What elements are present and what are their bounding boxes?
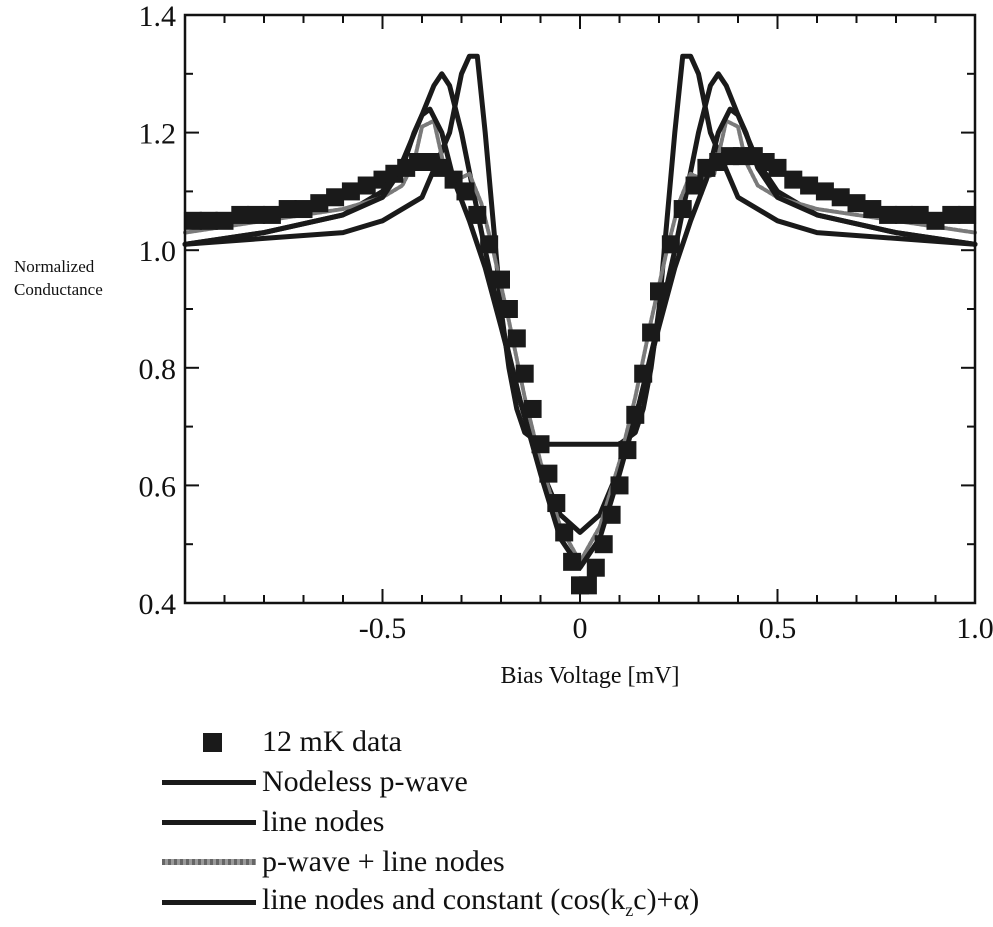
data-point (278, 200, 297, 219)
data-point (247, 205, 266, 224)
data-point (539, 464, 558, 483)
legend-line-swatch (160, 802, 256, 842)
data-point (492, 270, 510, 289)
data-point (626, 405, 645, 424)
x-tick-label: 0.5 (759, 612, 797, 645)
legend-item-line-nodes: line nodes (160, 802, 699, 842)
data-point (578, 576, 597, 595)
data-point (863, 200, 882, 219)
series-line-2 (182, 71, 978, 535)
data-point (800, 176, 819, 195)
data-point (515, 364, 534, 383)
y-tick-label: 0.4 (139, 588, 177, 621)
data-point (894, 205, 913, 224)
data-point (910, 205, 929, 224)
data-point (480, 235, 499, 254)
data-point (183, 211, 202, 230)
legend-line-swatch (160, 882, 256, 922)
legend-label: Nodeless p-wave (262, 765, 468, 798)
data-point (815, 182, 834, 201)
legend-label: line nodes and constant (cos(kzc)+α) (262, 883, 699, 921)
data-point (456, 182, 475, 201)
data-point (784, 170, 803, 189)
legend-label: p-wave + line nodes (262, 845, 505, 878)
legend-square-marker (160, 722, 256, 762)
data-point (547, 494, 566, 513)
legend-item-line-nodes-and-constant: line nodes and constant (cos(kzc)+α) (160, 882, 699, 922)
legend-label-suffix: c)+α) (633, 883, 700, 916)
data-point (610, 476, 629, 495)
data-point (468, 205, 487, 224)
series-line-1 (182, 53, 978, 447)
data-point (942, 205, 961, 224)
legend-label-prefix: line nodes and constant (cos(k (262, 883, 626, 916)
data-point (499, 300, 518, 318)
data-point (642, 323, 661, 342)
data-point (310, 194, 329, 213)
data-point (879, 205, 898, 224)
data-point (523, 399, 542, 418)
data-point (507, 329, 526, 348)
data-point (602, 505, 621, 524)
legend-item-p-wave-plus-line-nodes: p-wave + line nodes (160, 842, 699, 882)
data-point (831, 188, 850, 207)
data-point (594, 535, 613, 554)
conductance-chart: 0.4 0.6 0.8 1.0 1.2 1.4 -0.5 0 0.5 1.0 Bias Volta… (14, 0, 993, 689)
data-point (199, 211, 218, 230)
legend-gray-line-swatch (160, 842, 256, 882)
data-point (661, 235, 680, 254)
data-point (685, 176, 704, 195)
data-point (634, 364, 653, 383)
y-tick-label: 0.8 (139, 353, 177, 386)
legend-label-subscript: z (625, 900, 634, 920)
data-point (958, 205, 977, 224)
legend-item-data: 12 mK data (160, 722, 699, 762)
data-point (673, 200, 692, 219)
data-point (262, 205, 281, 224)
legend: 12 mK data Nodeless p-wave line nodes p-… (160, 722, 699, 922)
y-tick-label: 1.0 (139, 235, 177, 268)
data-point (618, 441, 637, 460)
data-point (847, 194, 866, 213)
data-point (294, 200, 313, 219)
legend-label: line nodes (262, 805, 385, 838)
y-axis-title-line-2: Conductance (14, 280, 103, 299)
x-tick-label: 0 (573, 612, 588, 645)
data-point (531, 435, 550, 454)
y-tick-label: 1.4 (139, 0, 177, 33)
legend-line-swatch (160, 762, 256, 802)
legend-label: 12 mK data (262, 725, 402, 758)
axis-ticks (184, 14, 976, 604)
data-point (326, 188, 345, 207)
x-tick-label: -0.5 (359, 612, 407, 645)
x-axis-title: Bias Voltage [mV] (500, 663, 679, 689)
data-point (357, 176, 376, 195)
y-axis-title-line-1: Normalized (14, 257, 95, 276)
y-tick-label: 1.2 (139, 118, 177, 151)
data-point (586, 558, 605, 577)
plot-frame (183, 13, 977, 605)
data-point (341, 182, 360, 201)
series-line-4 (182, 106, 978, 571)
data-point (650, 282, 668, 301)
x-tick-label: 1.0 (956, 612, 993, 645)
y-tick-label: 0.6 (139, 470, 177, 503)
data-point (768, 158, 787, 177)
legend-item-nodeless-p-wave: Nodeless p-wave (160, 762, 699, 802)
data-point (555, 523, 574, 542)
series-layer (182, 53, 978, 595)
data-point (231, 205, 250, 224)
tick-labels: 0.4 0.6 0.8 1.0 1.2 1.4 -0.5 0 0.5 1.0 (139, 0, 993, 645)
data-point (563, 552, 582, 571)
data-point (926, 211, 945, 230)
data-point (215, 211, 234, 230)
series-line-3 (183, 118, 977, 564)
